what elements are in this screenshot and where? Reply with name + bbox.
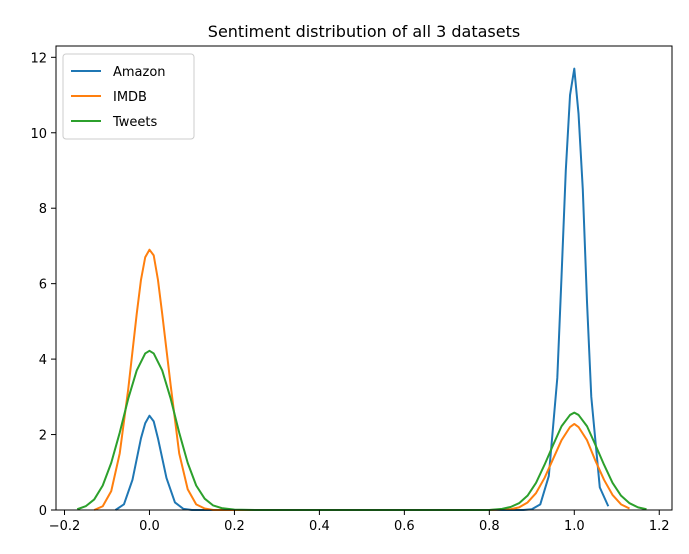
- x-axis: −0.2 0.0 0.2 0.4 0.6 0.8 1.0 1.2: [49, 510, 670, 534]
- y-tick-label: 12: [30, 51, 47, 66]
- x-tick-label: 1.2: [649, 519, 670, 534]
- legend-label-amazon: Amazon: [113, 65, 166, 80]
- y-tick-label: 8: [39, 202, 47, 217]
- y-tick-label: 4: [39, 353, 47, 368]
- x-tick-label: 0.8: [479, 519, 500, 534]
- series-line-tweets: [76, 349, 647, 511]
- legend: Amazon IMDB Tweets: [62, 53, 195, 140]
- plot-frame: [55, 45, 673, 511]
- x-tick-label: 0.0: [139, 519, 160, 534]
- x-tick-label: 0.4: [309, 519, 330, 534]
- x-tick-label: 0.2: [224, 519, 245, 534]
- legend-label-tweets: Tweets: [112, 115, 158, 130]
- y-tick-label: 6: [39, 278, 47, 293]
- x-tick-label: −0.2: [49, 519, 81, 534]
- legend-label-imdb: IMDB: [113, 90, 147, 105]
- chart-title: Sentiment distribution of all 3 datasets: [208, 22, 520, 41]
- y-tick-label: 0: [39, 504, 47, 519]
- y-axis: 0 2 4 6 8 10 12: [30, 51, 56, 519]
- y-tick-label: 10: [30, 127, 47, 142]
- y-tick-label: 2: [39, 429, 47, 444]
- legend-box: [62, 53, 195, 140]
- x-tick-label: 0.6: [394, 519, 415, 534]
- x-tick-label: 1.0: [564, 519, 585, 534]
